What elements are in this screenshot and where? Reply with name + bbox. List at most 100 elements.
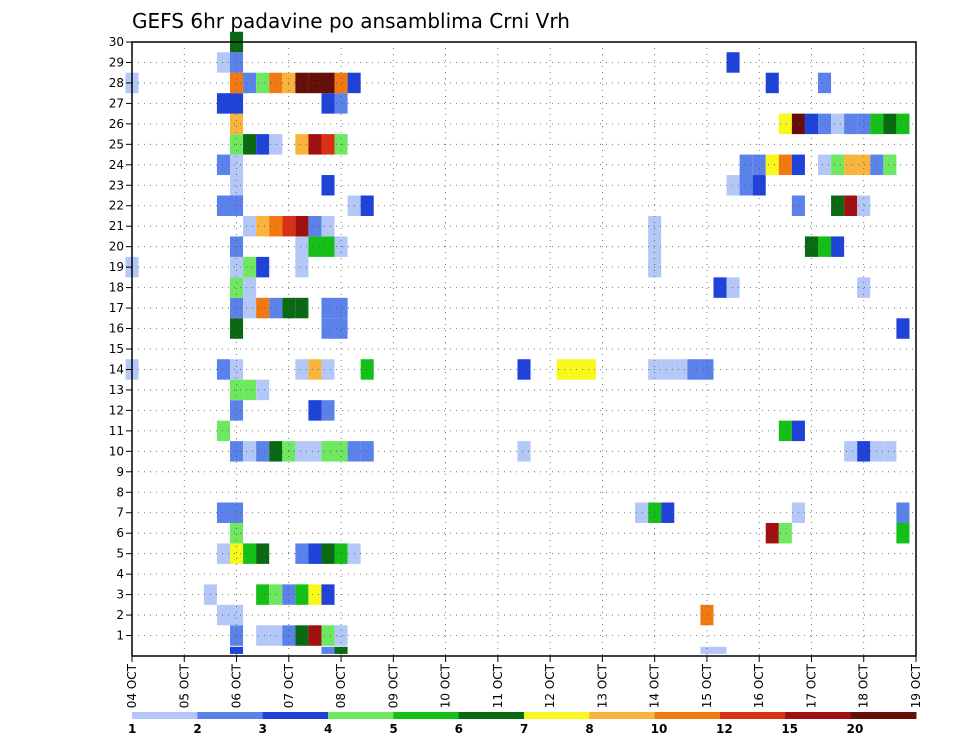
precip-cell (321, 400, 334, 420)
precip-cell (896, 503, 909, 523)
y-tick-label: 26 (109, 117, 124, 131)
x-axis: 04 OCT 05 OCT 06 OCT 07 OCT 08 OCT 09 OCT 10 O… (125, 656, 923, 708)
precip-cell (243, 277, 256, 297)
precip-cell (308, 73, 321, 93)
precip-cell (818, 155, 831, 175)
y-tick-label: 15 (109, 342, 124, 356)
y-tick-label: 9 (116, 465, 124, 479)
precip-cell (308, 441, 321, 461)
legend-label: 10 (651, 722, 668, 736)
y-tick-label: 8 (116, 485, 124, 499)
precip-cell (230, 257, 243, 277)
precip-cell (361, 441, 374, 461)
legend-label: 8 (585, 722, 593, 736)
legend-label: 5 (389, 722, 397, 736)
precip-cell (361, 196, 374, 216)
legend-swatch (655, 712, 721, 719)
precip-cell (243, 73, 256, 93)
y-tick-label: 7 (116, 506, 124, 520)
precip-cell (321, 73, 334, 93)
legend: 1 2 3 4 5 6 7 8 10 12 15 20 (128, 712, 917, 736)
precip-cell (727, 277, 740, 297)
legend-label: 7 (520, 722, 528, 736)
precip-cell (818, 236, 831, 256)
precip-cell (308, 584, 321, 604)
precip-cell (361, 359, 374, 379)
precip-cell (230, 647, 243, 654)
y-tick-label: 12 (109, 403, 124, 417)
y-tick-label: 28 (109, 76, 124, 90)
precip-cell (269, 216, 282, 236)
precip-cell (321, 216, 334, 236)
precip-cell (230, 359, 243, 379)
precip-cell (896, 523, 909, 543)
legend-swatch (459, 712, 525, 719)
precip-cell (308, 216, 321, 236)
y-tick-label: 23 (109, 178, 124, 192)
ensemble-precip-chart: GEFS 6hr padavine po ansamblima Crni Vrh… (0, 0, 960, 742)
precip-cell (269, 625, 282, 645)
precip-cell (635, 503, 648, 523)
legend-swatch (263, 712, 329, 719)
legend-swatch (328, 712, 394, 719)
x-tick-label: 09 OCT (386, 663, 400, 708)
precip-cell (308, 359, 321, 379)
precip-cell (321, 543, 334, 563)
legend-label: 15 (781, 722, 798, 736)
legend-label: 4 (324, 722, 332, 736)
precip-cell (321, 134, 334, 154)
precip-cell (230, 380, 243, 400)
precip-cell (308, 625, 321, 645)
precip-cell (269, 73, 282, 93)
precip-cell (687, 359, 700, 379)
precip-cell (243, 441, 256, 461)
y-tick-label: 27 (109, 96, 124, 110)
precip-cell (321, 93, 334, 113)
precip-cell (321, 298, 334, 318)
y-tick-label: 10 (109, 444, 124, 458)
precip-cell (896, 114, 909, 134)
precip-cell (831, 114, 844, 134)
x-tick-label: 12 OCT (543, 663, 557, 708)
precip-cell (321, 441, 334, 461)
legend-swatch (393, 712, 459, 719)
legend-label: 2 (193, 722, 201, 736)
y-tick-label: 13 (109, 383, 124, 397)
x-tick-label: 13 OCT (595, 663, 609, 708)
precip-cell (831, 196, 844, 216)
x-tick-label: 15 OCT (700, 663, 714, 708)
precip-cell (230, 52, 243, 72)
y-tick-label: 6 (116, 526, 124, 540)
legend-label: 6 (455, 722, 463, 736)
precip-cell (713, 647, 726, 654)
precip-cell (269, 441, 282, 461)
precip-cell (230, 400, 243, 420)
y-tick-label: 24 (109, 158, 124, 172)
precip-cell (674, 359, 687, 379)
precip-cell (321, 584, 334, 604)
x-tick-label: 16 OCT (752, 663, 766, 708)
x-tick-label: 18 OCT (857, 663, 871, 708)
precip-cell (308, 236, 321, 256)
precip-cell (230, 114, 243, 134)
precip-cell (243, 380, 256, 400)
precip-cell (321, 236, 334, 256)
precip-cell (308, 543, 321, 563)
precip-cell (818, 114, 831, 134)
precip-cell (243, 216, 256, 236)
precip-cell (753, 155, 766, 175)
legend-label: 1 (128, 722, 136, 736)
y-axis: 1234567891011121314151617181920212223242… (109, 35, 132, 643)
precip-cell (269, 584, 282, 604)
y-tick-label: 29 (109, 55, 124, 69)
precip-cell (321, 625, 334, 645)
legend-label: 12 (716, 722, 733, 736)
cells-layer (125, 32, 909, 654)
x-tick-label: 19 OCT (909, 663, 923, 708)
y-tick-label: 18 (109, 281, 124, 295)
precip-cell (857, 155, 870, 175)
x-tick-label: 07 OCT (282, 663, 296, 708)
precip-cell (230, 605, 243, 625)
precip-cell (583, 359, 596, 379)
x-tick-label: 08 OCT (334, 663, 348, 708)
